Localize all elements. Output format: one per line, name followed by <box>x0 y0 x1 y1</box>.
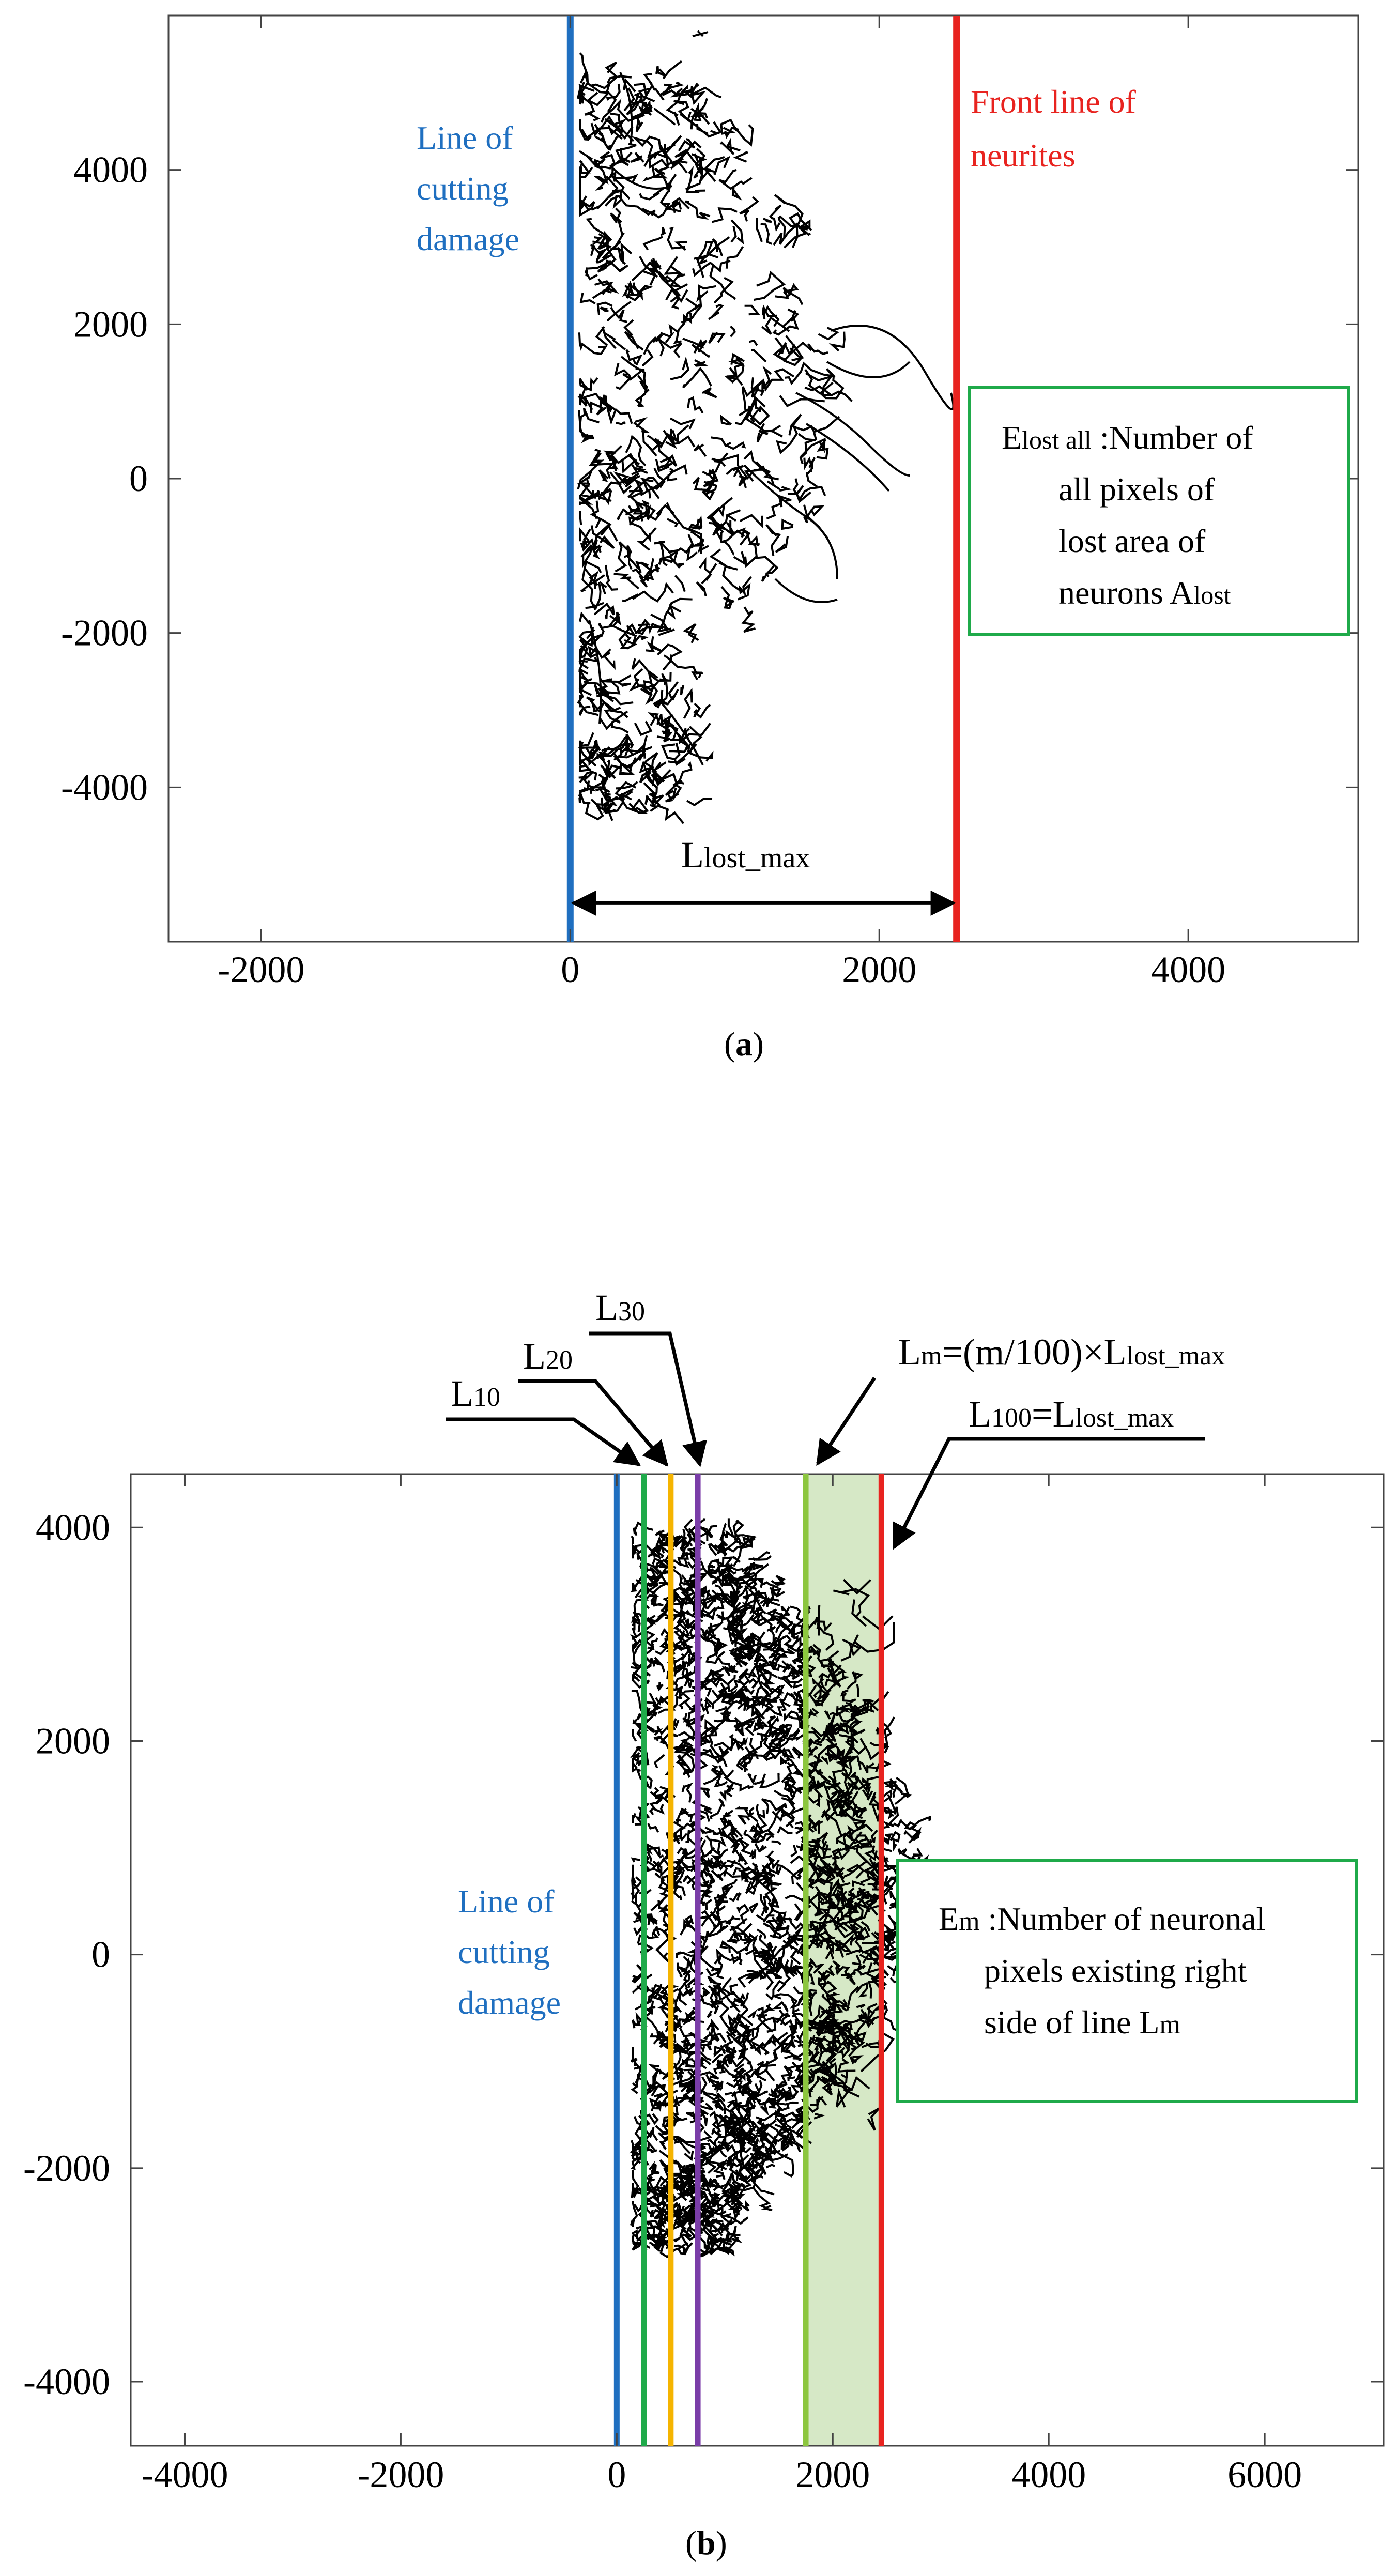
neurite-path <box>692 30 709 37</box>
y-tick-label: 2000 <box>73 303 148 345</box>
panel-a-cutting-annotation: Line of cutting damage <box>417 119 521 257</box>
panel-b-lm-arrow <box>816 1377 876 1466</box>
x-tick-label: 0 <box>607 2454 626 2495</box>
panel-b-lm-label: Lm=(m/100)×Llost_max <box>898 1331 1225 1373</box>
panel-b-em-line2: pixels existing right <box>984 1952 1247 1989</box>
panel-a-elost-line4: neurons A <box>1058 574 1193 611</box>
x-tick-label: 4000 <box>1151 949 1225 990</box>
panel-b-cutting-line1: Line of <box>458 1883 555 1920</box>
panel-b-em-rest: :Number of neuronal <box>980 1900 1266 1937</box>
neurite-path <box>619 72 633 145</box>
neurite-path <box>826 361 911 378</box>
panel-b-l10-arrow <box>446 1417 641 1466</box>
panel-b-l100-label: L100=Llost_max <box>969 1393 1174 1435</box>
panel-b-em-line3-sub: m <box>1159 2010 1180 2040</box>
panel-b-cutting-line2: cutting <box>458 1934 550 1970</box>
panel-a-cutting-line3: damage <box>417 221 519 257</box>
panel-b-cutting-line3: damage <box>458 1984 561 2021</box>
panel-b-label: (b) <box>685 2524 727 2562</box>
panel-b-em-text: Em :Number of neuronal pixels existing r… <box>939 1900 1273 2041</box>
neurite-path <box>588 620 602 724</box>
x-tick-label: -2000 <box>218 949 304 990</box>
panel-a-llost-sub: lost_max <box>704 842 810 874</box>
panel-b-em-sub: m <box>959 1907 979 1936</box>
y-tick-label: -4000 <box>61 766 148 808</box>
panel-b-l30-label: L30 <box>595 1287 645 1328</box>
y-tick-label: -4000 <box>23 2361 110 2402</box>
x-tick-label: 6000 <box>1227 2454 1302 2495</box>
panel-a-llost-max-label: Llost_max <box>681 834 810 876</box>
panel-b-l100-arrow <box>892 1437 1205 1550</box>
x-tick-label: 2000 <box>795 2454 870 2495</box>
neurite-path <box>831 325 955 410</box>
x-tick-label: 2000 <box>842 949 916 990</box>
neurite-path <box>609 164 672 190</box>
panel-a-elost-line4-sub: lost <box>1193 580 1231 609</box>
panel-a-label: (a) <box>724 1025 764 1063</box>
x-tick-label: -4000 <box>141 2454 228 2495</box>
panel-b-l20-arrow <box>518 1379 669 1467</box>
panel-b-axes-box <box>130 1473 1385 2447</box>
panel-a-ticks: -2000 0 2000 4000 4000 2000 0 -2000 -4000 <box>61 16 1358 990</box>
x-tick-label: -2000 <box>357 2454 444 2495</box>
y-tick-label: 4000 <box>73 149 148 191</box>
panel-a-llost-main: L <box>681 834 704 876</box>
y-tick-label: 0 <box>129 458 148 499</box>
x-tick-label: 0 <box>561 949 579 990</box>
neurite-path <box>661 702 704 765</box>
panel-a-cutting-line1: Line of <box>417 119 513 156</box>
panel-a-front-line2: neurites <box>971 137 1076 174</box>
x-tick-label: 4000 <box>1011 2454 1086 2495</box>
panel-b-em-line3: side of line L <box>984 2004 1159 2041</box>
panel-b-em-sym: E <box>939 1900 959 1937</box>
panel-b-l30-arrow <box>589 1331 708 1467</box>
panel-a-elost-sym: E <box>1002 419 1022 456</box>
panel-b-cutting-annotation: Line of cutting damage <box>458 1883 563 2021</box>
y-tick-label: -2000 <box>23 2148 110 2189</box>
panel-b: -4000 -2000 0 2000 4000 6000 4000 2000 0 -2000 -40… <box>23 1287 1385 2562</box>
panel-a-cutting-line2: cutting <box>417 170 509 207</box>
y-tick-label: 0 <box>91 1934 110 1975</box>
panel-b-em-box <box>896 1859 1358 2103</box>
neuron-strokes <box>629 1518 935 2259</box>
panel-b-l20-label: L20 <box>523 1336 573 1377</box>
y-tick-label: 2000 <box>36 1720 110 1761</box>
neurite-path <box>743 464 838 579</box>
panel-b-l10-label: L10 <box>451 1373 500 1414</box>
panel-a-elost-text: Elost all :Number of all pixels of lost … <box>1002 419 1262 611</box>
panel-b-neuron-tracing <box>629 1518 935 2259</box>
panel-a-elost-box <box>968 386 1350 636</box>
panel-a-elost-sub: lost all <box>1022 425 1092 454</box>
panel-a-front-line1: Front line of <box>971 83 1137 120</box>
y-tick-label: -2000 <box>61 612 148 654</box>
neurite-path <box>774 578 838 603</box>
panel-a-elost-line2: all pixels of <box>1058 471 1215 508</box>
panel-a: Llost_max -2000 0 2000 4000 4000 2000 0 -2000 -4… <box>61 14 1359 1063</box>
neurite-path <box>805 423 890 492</box>
panel-a-elost-line3: lost area of <box>1058 523 1206 559</box>
y-tick-label: 4000 <box>36 1507 110 1548</box>
panel-a-front-annotation: Front line of neurites <box>971 83 1144 174</box>
neuron-strokes <box>577 52 853 824</box>
neurite-path <box>795 392 910 477</box>
panel-b-ticks: -4000 -2000 0 2000 4000 6000 4000 2000 0 -2000 -40… <box>23 1474 1384 2495</box>
panel-a-neuron-tracing <box>577 30 955 824</box>
panel-a-elost-rest: :Number of <box>1092 419 1254 456</box>
